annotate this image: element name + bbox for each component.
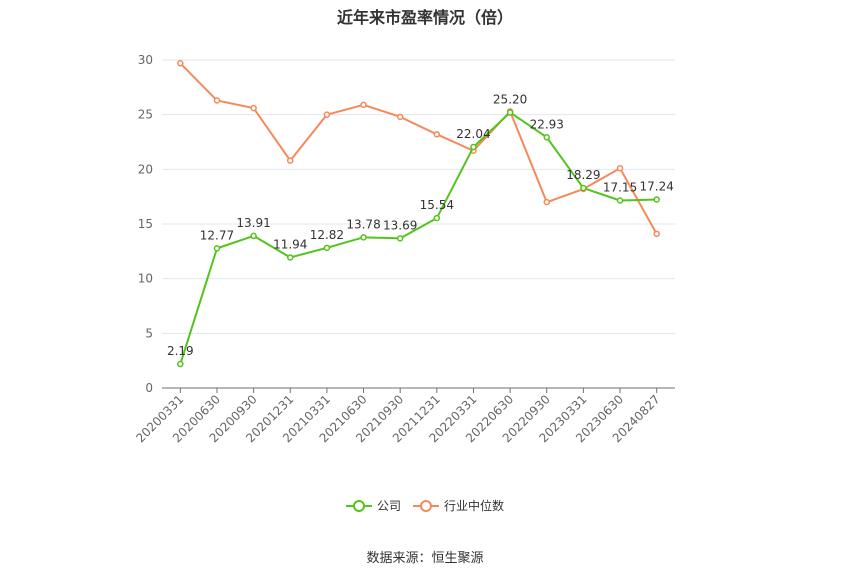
data-label-company: 17.15 — [603, 180, 637, 194]
series-line-industry-median — [179, 62, 658, 235]
data-label-company: 2.19 — [167, 344, 194, 358]
data-label-company: 25.20 — [493, 92, 527, 106]
legend-label-company: 公司 — [376, 499, 401, 513]
data-label-company: 13.78 — [346, 217, 380, 231]
data-point-industry-median — [323, 111, 331, 118]
data-label-company: 18.29 — [566, 168, 600, 182]
data-point-industry-median — [543, 198, 550, 206]
data-point-industry-median — [433, 131, 441, 138]
legend-item-industry-median[interactable]: 行业中位数 — [413, 497, 504, 514]
data-point-industry-median — [653, 230, 660, 238]
data-point-company — [360, 234, 367, 241]
y-tick-label: 20 — [138, 162, 153, 176]
data-point-company — [177, 360, 184, 368]
data-point-company — [213, 245, 221, 252]
data-source-note: 数据来源：恒生聚源 — [366, 551, 484, 566]
legend-item-company[interactable]: 公司 — [345, 497, 401, 514]
data-point-industry-median — [213, 97, 221, 104]
data-label-company: 11.94 — [273, 237, 307, 251]
data-point-company — [580, 184, 587, 192]
data-label-company: 13.91 — [236, 216, 270, 230]
data-label-company: 13.69 — [383, 218, 417, 232]
y-tick-label: 15 — [138, 217, 153, 231]
legend-swatch-company-icon — [345, 499, 372, 512]
data-label-company: 15.54 — [420, 198, 454, 212]
data-point-company — [433, 214, 441, 222]
data-point-company — [323, 244, 331, 252]
data-point-industry-median — [177, 60, 184, 67]
y-tick-label: 25 — [138, 108, 153, 122]
data-label-company: 17.24 — [639, 180, 673, 194]
data-point-industry-median — [250, 104, 257, 112]
data-label-company: 22.04 — [456, 127, 490, 141]
data-point-company — [653, 196, 660, 203]
legend: 公司 行业中位数 — [0, 497, 850, 514]
data-point-company — [506, 109, 514, 116]
data-point-company — [396, 235, 404, 242]
data-point-industry-median — [616, 164, 624, 172]
chart-title: 近年来市盈率情况（倍） — [336, 8, 513, 27]
data-point-company — [470, 143, 477, 151]
data-point-industry-median — [287, 157, 294, 164]
legend-swatch-industry-icon — [413, 499, 439, 512]
data-point-company — [250, 232, 257, 240]
y-tick-label: 30 — [138, 53, 153, 67]
data-point-company — [287, 254, 294, 261]
y-tick-label: 10 — [138, 272, 153, 286]
y-tick-label: 0 — [145, 381, 153, 395]
legend-label-industry-median: 行业中位数 — [444, 499, 505, 513]
data-label-company: 22.93 — [530, 117, 564, 131]
data-point-company — [616, 197, 624, 204]
data-point-industry-median — [360, 101, 367, 109]
y-tick-label: 5 — [145, 326, 153, 340]
data-point-industry-median — [396, 113, 404, 121]
data-label-company: 12.82 — [310, 228, 344, 242]
data-point-company — [543, 134, 550, 141]
data-label-company: 12.77 — [200, 228, 234, 242]
series-line-company — [179, 111, 657, 365]
